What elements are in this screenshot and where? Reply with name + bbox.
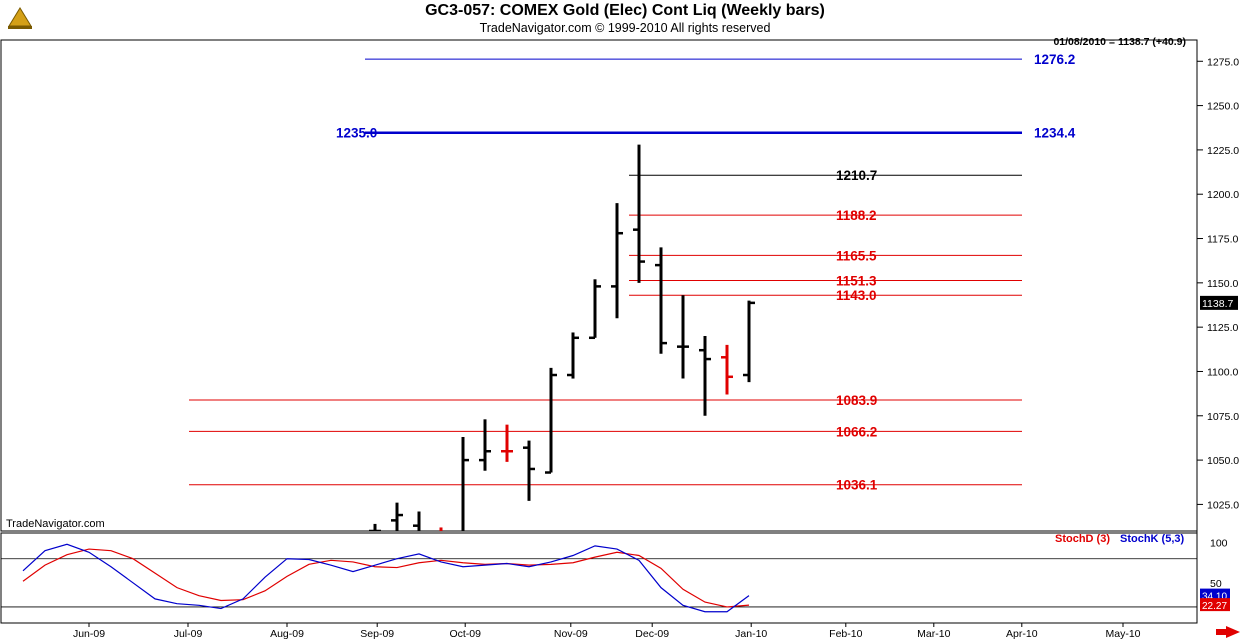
ohlc-bar [461,437,469,531]
watermark: TradeNavigator.com [6,518,105,530]
stoch-tick-label: 100 [1210,538,1228,550]
ohlc-bar [721,344,733,395]
level-label: 1234.4 [1034,126,1076,141]
ohlc-bar [699,336,711,416]
price-tick-label: 1225.0 [1207,145,1239,157]
x-tick-label: Jul-09 [174,628,203,640]
stoch-value-tag [1200,598,1230,612]
level-label: 1188.2 [836,208,877,223]
ohlc-bar [479,419,491,471]
x-tick-label: Apr-10 [1006,628,1038,640]
copyright-line: TradeNavigator.com © 1999-2010 All right… [479,21,771,35]
stoch-series-line [22,543,750,613]
x-tick-label: Oct-09 [449,628,481,640]
level-label: 1083.9 [836,393,877,408]
price-tick-label: 1250.0 [1207,101,1239,113]
stoch-series-line [22,548,750,608]
app-logo-icon [8,7,32,29]
price-tick-label: 1050.0 [1207,455,1239,467]
level-label: 1165.5 [836,248,877,263]
price-tick-label: 1175.0 [1207,234,1238,246]
ohlc-bar [743,300,755,383]
ohlc-bar [391,502,403,531]
level-label: 1036.1 [836,478,878,493]
price-tick-label: 1025.0 [1207,499,1239,511]
price-tick-label: 1075.0 [1207,411,1239,423]
ohlc-bar [655,247,667,354]
x-tick-label: Sep-09 [360,628,394,640]
price-tick-label: 1200.0 [1207,189,1239,201]
x-tick-label: Aug-09 [270,628,304,640]
stoch-value-tag-label: 22.27 [1202,601,1227,612]
ohlc-bar [545,367,557,474]
x-tick-label: Jun-09 [73,628,105,640]
level-label: 1066.2 [836,424,877,439]
price-tick-label: 1125.0 [1207,322,1238,334]
price-tick-label: 1150.0 [1207,278,1238,290]
scroll-right-arrow-icon[interactable] [1216,626,1240,638]
price-tick-label: 1275.0 [1207,56,1239,68]
ohlc-bar [611,203,623,319]
ohlc-bar [369,523,381,531]
last-price-tag [1200,295,1238,310]
ohlc-bar [589,279,601,340]
legend-stochk: StochK (5,3) [1120,533,1185,545]
level-label: 1210.7 [836,168,877,183]
ohlc-bar [413,511,421,531]
last-price-tag-label: 1138.7 [1202,298,1233,310]
x-tick-label: Mar-10 [917,628,950,640]
last-price-readout: 01/08/2010 = 1138.7 (+40.9) [1053,36,1186,48]
level-label: 1276.2 [1034,52,1075,67]
chart-title: GC3-057: COMEX Gold (Elec) Cont Liq (Wee… [425,2,825,19]
ohlc-bar [501,424,513,462]
ohlc-bar [633,144,645,283]
level-left-label: 1235.0 [336,126,377,141]
level-label: 1151.3 [836,274,877,289]
stoch-value-tag-label: 34.10 [1202,592,1227,603]
ohlc-bar [439,527,443,531]
level-label: 1143.0 [836,288,877,303]
x-tick-label: Jan-10 [735,628,767,640]
price-tick-label: 1100.0 [1207,366,1238,378]
x-tick-label: Dec-09 [635,628,669,640]
x-tick-label: Feb-10 [829,628,862,640]
ohlc-bar [677,295,689,379]
x-tick-label: Nov-09 [554,628,588,640]
legend-stochd: StochD (3) [1055,533,1110,545]
x-tick-label: May-10 [1105,628,1140,640]
ohlc-bar [567,332,579,379]
ohlc-bar [523,440,535,501]
stoch-tick-label: 50 [1210,578,1222,590]
